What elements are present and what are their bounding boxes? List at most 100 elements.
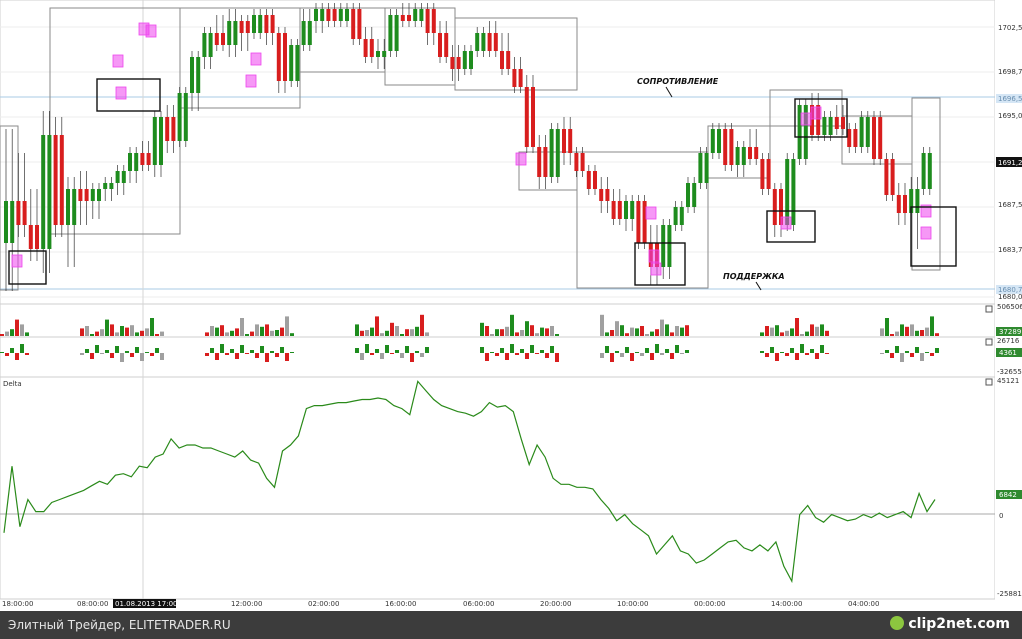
candle-down — [500, 51, 504, 69]
volume-max-label: 506506 — [997, 303, 1022, 311]
volume-bar — [480, 322, 484, 336]
candle-down — [270, 15, 275, 33]
volume-bar — [130, 325, 134, 336]
delta-bar — [910, 353, 914, 357]
delta-bar — [215, 353, 219, 360]
candle-down — [84, 189, 89, 201]
candle-down — [636, 201, 641, 243]
candle-up — [183, 93, 188, 141]
key-zone-box — [794, 98, 848, 138]
volume-bar — [765, 326, 769, 336]
delta-bar — [765, 353, 769, 357]
candle-up — [258, 15, 263, 33]
volume-bar — [250, 331, 254, 336]
delta-bar — [935, 348, 939, 353]
volume-bar — [385, 330, 389, 336]
volume-cluster-highlight — [245, 74, 257, 88]
delta-bar — [800, 344, 804, 353]
volume-bar — [635, 328, 639, 336]
volume-bar — [215, 327, 219, 336]
close-cum-delta-panel-icon[interactable] — [985, 378, 993, 386]
candle-down — [605, 189, 610, 201]
candle-up — [196, 57, 201, 93]
candle-up — [704, 153, 709, 183]
delta-bar — [245, 353, 249, 354]
candle-down — [487, 33, 492, 51]
delta-bar — [370, 353, 374, 355]
close-volume-panel-icon[interactable] — [985, 305, 993, 313]
candle-up — [803, 105, 808, 159]
volume-bar — [815, 326, 819, 336]
delta-bar — [550, 346, 554, 353]
delta-bar — [220, 344, 224, 353]
volume-bar — [20, 324, 24, 336]
candle-down — [810, 105, 814, 135]
candle-up — [252, 15, 256, 33]
delta-bar — [890, 353, 894, 358]
candle-up — [202, 33, 207, 57]
volume-bar — [895, 331, 899, 336]
candle-down — [171, 117, 176, 141]
volume-bar — [540, 327, 544, 336]
candle-down — [146, 153, 151, 165]
candle-up — [686, 183, 690, 207]
candle-up — [921, 153, 926, 189]
delta-bar — [360, 353, 364, 360]
candle-up — [462, 51, 467, 69]
candle-down — [760, 159, 765, 189]
candle-down — [425, 9, 430, 33]
delta-bar — [205, 353, 209, 356]
volume-bar — [650, 331, 654, 336]
candle-up — [233, 21, 238, 45]
delta-bar — [790, 348, 794, 353]
candle-up — [121, 171, 126, 183]
clip2net-logo-text: clip2net.com — [908, 616, 1010, 632]
cum-delta-current-marker — [996, 490, 1022, 499]
volume-bar — [785, 330, 789, 336]
volume-bar — [355, 324, 359, 336]
price-tick: 1680,00 — [998, 293, 1022, 301]
price-tick: 1695,00 — [998, 112, 1022, 120]
candle-down — [456, 57, 461, 69]
candle-down — [438, 33, 442, 57]
delta-bar — [85, 349, 89, 353]
time-tick: 00:00:00 — [694, 600, 725, 608]
volume-bar — [770, 327, 774, 336]
volume-bar — [510, 314, 514, 336]
candle-up — [735, 147, 740, 165]
candle-up — [301, 21, 306, 45]
candle-up — [10, 201, 15, 243]
volume-bar — [930, 316, 934, 336]
delta-bar — [660, 353, 664, 355]
candle-up — [859, 117, 864, 147]
volume-bar — [135, 332, 139, 336]
candle-up — [469, 51, 473, 69]
candle-down — [221, 33, 225, 45]
delta-bar — [420, 353, 424, 357]
candle-up — [630, 201, 635, 219]
volume-bar — [640, 326, 644, 336]
clip2net-logo[interactable]: clip2net.com — [890, 616, 1010, 632]
close-delta-panel-icon[interactable] — [985, 338, 993, 346]
volume-bar — [890, 334, 894, 336]
candle-up — [692, 183, 697, 207]
delta-bar — [675, 345, 679, 353]
cumulative-delta-title: Delta — [3, 380, 22, 388]
delta-bar — [650, 353, 654, 360]
volume-bar — [360, 330, 364, 336]
candle-down — [165, 117, 170, 141]
candle-down — [872, 117, 876, 159]
volume-bar — [525, 321, 529, 336]
volume-bar — [5, 331, 9, 336]
delta-bar — [265, 353, 269, 362]
crosshair-time-label: 01.08.2013 17:00:00 — [115, 600, 189, 608]
delta-bar — [250, 350, 254, 353]
volume-bar — [645, 334, 649, 336]
volume-bar — [760, 332, 764, 336]
volume-bar — [210, 326, 214, 336]
candle-down — [276, 33, 281, 81]
candle-down — [896, 195, 901, 213]
delta-bar — [240, 345, 244, 353]
volume-bar — [680, 327, 684, 336]
candle-up — [103, 183, 108, 189]
